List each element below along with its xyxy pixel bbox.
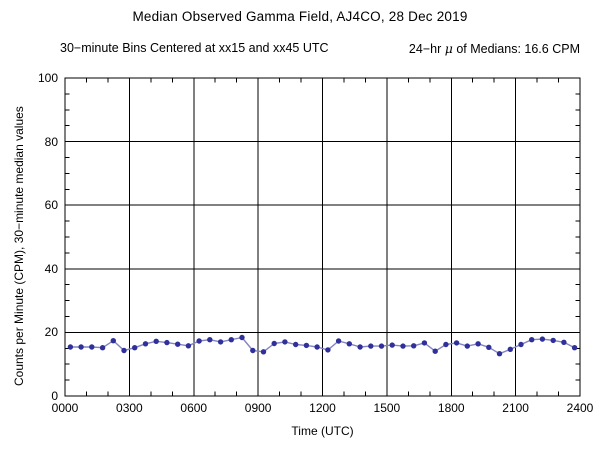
y-tick-label: 60: [44, 198, 58, 213]
subtitle-bins: 30−minute Bins Centered at xx15 and xx45…: [60, 41, 329, 55]
data-point: [368, 343, 374, 349]
x-tick-label: 0600: [180, 401, 208, 415]
x-tick-label: 0300: [116, 401, 143, 415]
data-point: [496, 351, 503, 357]
x-tick-label: 0900: [244, 401, 272, 415]
data-point: [400, 343, 406, 349]
subtitle-mean-suffix: of Medians: 16.6 CPM: [452, 42, 580, 56]
y-tick-label: 80: [44, 134, 58, 149]
data-point: [207, 337, 213, 343]
data-point: [132, 345, 138, 351]
data-point: [464, 343, 470, 349]
data-point: [217, 339, 224, 345]
data-point: [529, 337, 535, 343]
y-tick-label: 0: [51, 389, 58, 403]
data-point: [486, 344, 492, 350]
data-point: [453, 340, 460, 346]
data-point: [518, 341, 524, 348]
x-tick-label: 1500: [373, 401, 401, 415]
data-point: [432, 348, 438, 354]
data-point: [571, 345, 578, 351]
x-tick-label: 0000: [51, 401, 79, 415]
data-point: [260, 349, 267, 355]
chart-title: Median Observed Gamma Field, AJ4CO, 28 D…: [132, 9, 468, 24]
data-point: [303, 342, 310, 349]
data-point: [250, 347, 256, 354]
data-point: [357, 344, 363, 350]
data-point: [378, 343, 385, 349]
data-point: [507, 346, 513, 352]
data-point: [142, 341, 149, 347]
data-point: [293, 341, 299, 348]
data-point: [282, 339, 288, 345]
data-point: [89, 344, 95, 350]
data-point: [475, 341, 481, 347]
data-point: [67, 344, 74, 350]
data-point: [78, 344, 84, 350]
data-point: [346, 341, 352, 347]
chart-subtitle: 30−minute Bins Centered at xx15 and xx45…: [60, 41, 580, 56]
data-point: [164, 339, 170, 346]
data-point: [239, 334, 245, 341]
x-tick-label: 1200: [309, 401, 336, 415]
data-point: [335, 338, 342, 344]
data-point: [99, 345, 106, 351]
data-point: [121, 347, 127, 354]
data-point: [443, 341, 449, 348]
subtitle-mean: 24−hr μ of Medians: 16.6 CPM: [409, 41, 580, 56]
data-point: [185, 343, 192, 349]
data-point: [411, 343, 417, 349]
data-point: [389, 342, 395, 348]
data-point: [314, 344, 320, 350]
y-tick-label: 100: [37, 71, 58, 85]
x-axis-label: Time (UTC): [291, 424, 354, 438]
data-point: [228, 337, 234, 343]
subtitle-mean-prefix: 24−hr: [408, 42, 445, 56]
x-tick-label: 2100: [502, 401, 529, 415]
data-point: [561, 339, 567, 345]
data-point: [550, 337, 556, 344]
data-point: [196, 338, 202, 344]
x-tick-label: 2400: [566, 401, 594, 415]
data-point: [110, 338, 117, 344]
x-tick-label: 1800: [437, 401, 465, 415]
y-tick-label: 20: [44, 325, 58, 340]
mu-symbol: μ: [444, 41, 453, 56]
y-tick-label: 40: [44, 261, 58, 276]
data-point: [539, 336, 546, 342]
data-point: [325, 347, 331, 353]
data-point: [153, 338, 159, 344]
data-point: [271, 340, 277, 347]
data-point: [175, 341, 181, 347]
data-point: [421, 340, 428, 346]
